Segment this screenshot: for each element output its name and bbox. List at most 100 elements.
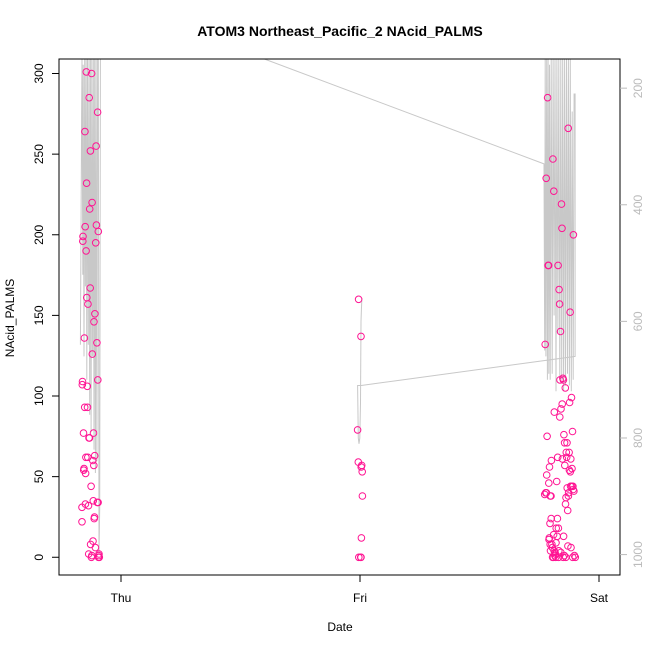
data-point-12 [81, 222, 89, 231]
data-point-128 [566, 308, 574, 317]
data-point-27 [85, 93, 93, 102]
data-point-21 [83, 403, 92, 412]
data-point-108 [556, 327, 565, 336]
data-point-79 [542, 471, 551, 479]
data-point-74 [357, 553, 365, 562]
data-point-37 [88, 198, 96, 207]
x-tick-label-2: Sat [590, 591, 609, 605]
data-point-159 [563, 439, 571, 447]
data-point-94 [550, 187, 558, 195]
data-point-2 [78, 380, 87, 389]
data-point-70 [357, 534, 366, 542]
data-point-17 [82, 68, 91, 76]
y-tick-label-4: 200 [32, 224, 46, 244]
data-point-133 [568, 427, 577, 436]
data-point-106 [555, 300, 564, 308]
data-point-49 [91, 543, 100, 552]
data-point-157 [558, 400, 567, 408]
y2-tick-label-2: 600 [631, 311, 645, 331]
data-point-46 [90, 513, 99, 521]
data-point-149 [566, 468, 575, 476]
y-axis-label: NAcid_PALMS [3, 279, 17, 357]
data-point-167 [564, 492, 573, 500]
data-point-24 [84, 501, 93, 510]
data-point-53 [93, 339, 101, 347]
data-point-166 [562, 493, 570, 502]
data-point-137 [570, 551, 579, 560]
data-point-135 [569, 231, 578, 239]
data-point-61 [95, 550, 103, 558]
data-point-48 [91, 310, 99, 318]
data-point-147 [561, 500, 570, 508]
data-point-18 [82, 179, 91, 187]
data-point-102 [553, 453, 562, 462]
data-point-162 [546, 492, 555, 500]
data-point-15 [82, 453, 90, 462]
y-tick-label-2: 100 [32, 386, 46, 406]
data-point-39 [89, 456, 97, 465]
data-point-163 [550, 547, 558, 555]
data-point-160 [565, 466, 574, 475]
data-point-55 [93, 108, 102, 116]
y-tick-label-3: 150 [32, 305, 46, 325]
data-point-123 [563, 506, 572, 515]
data-point-114 [559, 376, 568, 384]
x-tick-label-1: Fri [353, 591, 367, 605]
data-point-155 [553, 514, 562, 523]
data-point-109 [557, 405, 565, 413]
x-axis: Thu Fri Sat [111, 575, 609, 605]
data-point-14 [81, 469, 90, 478]
data-point-95 [550, 408, 559, 416]
data-point-72 [358, 468, 367, 476]
data-point-4 [79, 237, 87, 245]
data-point-112 [558, 455, 567, 463]
y2-tick-label-4: 1000 [631, 541, 645, 568]
data-point-62 [95, 553, 104, 562]
y-axis: 0 50 100 150 200 250 300 [32, 63, 59, 561]
chart-title: ATOM3 Northeast_Pacific_2 NAcid_PALMS [197, 23, 483, 39]
data-point-63 [353, 426, 362, 434]
data-point-38 [88, 350, 97, 358]
data-point-105 [555, 285, 563, 294]
data-point-110 [557, 200, 566, 208]
data-point-81 [543, 93, 552, 102]
data-point-11 [81, 127, 89, 136]
data-point-43 [90, 461, 98, 470]
data-point-138 [571, 553, 580, 562]
data-point-76 [541, 340, 550, 349]
data-point-117 [561, 461, 569, 470]
points-layer [78, 68, 580, 562]
data-point-89 [547, 456, 556, 465]
data-point-164 [555, 547, 563, 555]
data-point-100 [552, 477, 561, 486]
data-point-16 [82, 247, 90, 255]
data-point-169 [569, 485, 578, 494]
data-point-144 [554, 524, 563, 533]
data-point-150 [568, 553, 577, 562]
data-point-8 [80, 464, 88, 473]
data-point-118 [561, 384, 570, 392]
data-point-65 [354, 295, 363, 304]
data-point-57 [94, 498, 102, 507]
data-point-158 [560, 439, 569, 447]
data-point-68 [357, 332, 365, 341]
data-point-86 [546, 519, 554, 528]
data-point-85 [545, 463, 554, 471]
data-point-131 [567, 393, 576, 402]
data-point-29 [85, 205, 94, 213]
data-point-140 [545, 479, 553, 487]
data-point-5 [79, 232, 87, 241]
data-point-23 [84, 300, 92, 308]
data-point-41 [89, 497, 98, 505]
data-point-154 [551, 548, 559, 557]
data-point-47 [90, 451, 99, 460]
data-point-28 [85, 434, 94, 442]
data-point-30 [86, 284, 94, 292]
data-point-168 [567, 455, 575, 463]
data-point-78 [542, 174, 551, 183]
x-axis-label: Date [327, 620, 353, 634]
x-tick-label-0: Thu [111, 591, 132, 605]
data-point-33 [87, 482, 95, 491]
y-tick-label-1: 50 [32, 470, 46, 484]
